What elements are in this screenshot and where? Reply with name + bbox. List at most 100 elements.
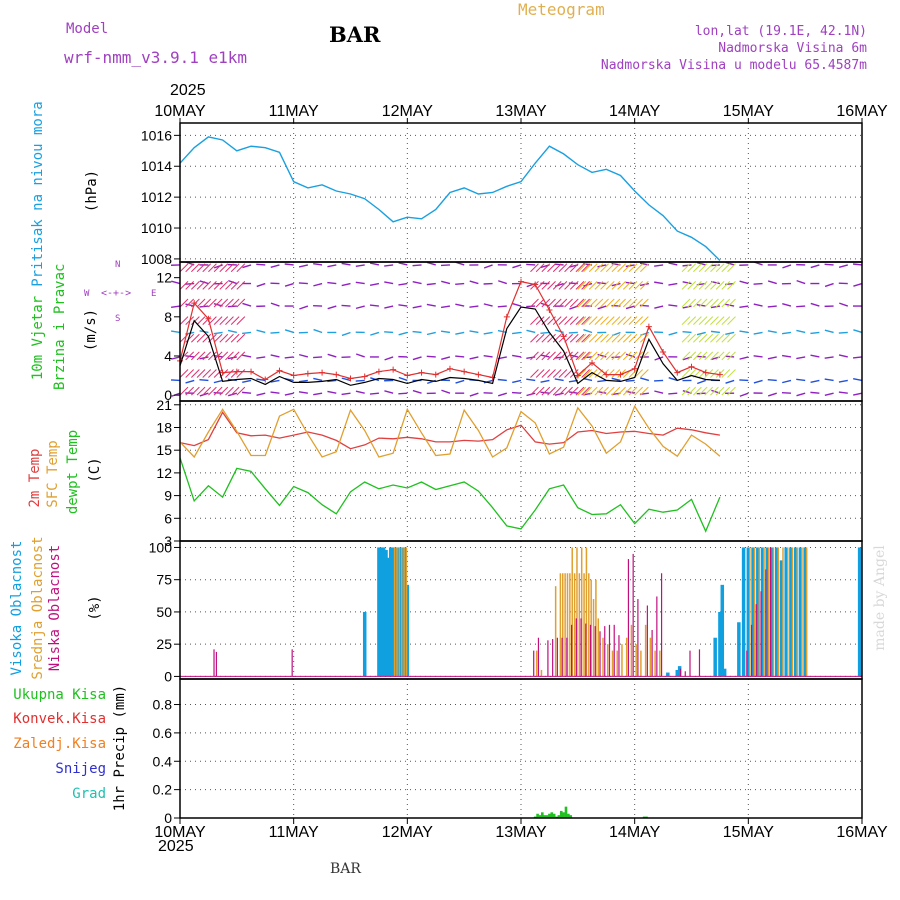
wind-arrow-strong — [639, 281, 649, 290]
wind-arrow-strong — [552, 333, 562, 343]
wind-arrow — [526, 329, 536, 334]
wind-arrow-strong — [704, 316, 714, 326]
wind-arrow-strong — [634, 369, 644, 378]
wind-arrow-strong — [622, 263, 632, 273]
wind-arrow-strong — [681, 298, 691, 308]
wind-arrow — [384, 331, 394, 334]
wind-arrow — [668, 331, 678, 336]
wind-arrow-strong — [191, 369, 200, 378]
wind-arrow — [682, 264, 692, 267]
bar-cloud_high — [746, 547, 751, 677]
legend-graupel: Grad — [72, 786, 106, 802]
year-bottom: 2025 — [158, 838, 194, 855]
wind-arrow — [441, 389, 451, 394]
wind-arrow-strong — [605, 351, 615, 361]
bar-cloud_mid — [580, 547, 583, 677]
wind-arrow — [810, 354, 820, 358]
bar-cloud_low — [585, 623, 587, 677]
wind-arrow — [455, 355, 465, 358]
wind-arrow-strong — [552, 263, 562, 273]
wind-arrow — [341, 377, 351, 382]
wind-arrow — [369, 262, 380, 266]
bar-cloud_mid — [583, 573, 585, 677]
wind-arrow-strong — [575, 386, 585, 396]
bar-cloud_low — [533, 650, 535, 677]
wind-arrow-strong — [715, 263, 725, 273]
wind-arrow-strong — [569, 369, 579, 378]
wind-arrow-strong — [581, 333, 590, 343]
bar-cloud_mid — [611, 650, 614, 677]
wind-arrow — [782, 303, 792, 307]
wind-arrow-strong — [594, 281, 604, 290]
bar-cloud_mid — [768, 547, 770, 677]
bar-precip_total — [543, 815, 546, 818]
wind-arrow-strong — [569, 281, 579, 290]
wind-arrow — [796, 378, 806, 382]
wind-arrow-strong — [569, 333, 579, 343]
x-tick-label-bottom: 11MAY — [269, 824, 319, 841]
wind-arrow — [469, 305, 479, 308]
y-tick-label: 12 — [156, 465, 172, 481]
wind-gust-marker — [617, 371, 624, 378]
wind-arrow — [668, 282, 678, 286]
wind-arrow-strong — [600, 281, 609, 290]
wind-arrow-strong — [552, 298, 562, 308]
wind-gust-marker — [191, 300, 198, 307]
wind-arrow-strong — [558, 369, 568, 378]
wind-arrow-strong — [581, 281, 590, 290]
x-tick-label-bottom: 13MAY — [495, 824, 547, 841]
wind-arrow — [554, 329, 564, 334]
wind-arrow-strong — [179, 316, 189, 326]
wind-arrow-strong — [541, 386, 551, 396]
wind-arrow-strong — [600, 333, 609, 343]
legend-conv-rain: Konvek.Kisa — [13, 711, 106, 727]
bar-cloud_high — [779, 560, 784, 677]
wind-arrow-strong — [577, 386, 587, 396]
wind-arrow-strong — [628, 316, 638, 326]
wind-arrow — [497, 378, 507, 382]
wind-arrow — [469, 280, 479, 285]
wind-gust-marker — [546, 306, 553, 313]
wind-arrow-strong — [236, 333, 246, 343]
wind-arrow-strong — [727, 298, 736, 308]
bar-cloud_mid — [763, 547, 765, 677]
wind-arrow — [426, 355, 436, 358]
wind-arrow — [284, 329, 294, 334]
wind-arrow-strong — [185, 386, 195, 396]
wind-arrow-strong — [179, 386, 189, 396]
wind-arrow-strong — [583, 351, 592, 361]
wind-arrow — [824, 329, 834, 334]
y-tick-label: 15 — [156, 442, 172, 458]
wind-arrow-strong — [721, 369, 731, 378]
wind-gust-marker — [645, 323, 652, 330]
wind-arrow-strong — [530, 386, 539, 396]
bar-cloud_low — [552, 639, 554, 677]
bar-cloud_high — [803, 547, 807, 677]
year-top: 2025 — [170, 82, 206, 99]
wind-arrow-strong — [581, 369, 590, 378]
wind-arrow — [313, 356, 323, 359]
wind-arrow — [256, 329, 266, 334]
bar-precip_total — [569, 815, 573, 818]
wind-arrow-strong — [693, 298, 702, 308]
wind-arrow-strong — [236, 298, 246, 308]
bar-cloud_high — [379, 547, 384, 677]
wind-arrow — [782, 264, 792, 269]
wind-arrow — [242, 354, 252, 358]
y-tick-label: 6 — [164, 510, 172, 526]
wind-arrow-strong — [605, 281, 615, 290]
bar-cloud_mid — [654, 650, 656, 677]
bar-cloud_mid — [649, 637, 652, 677]
y-tick-label: 0 — [164, 668, 172, 684]
wind-arrow — [256, 282, 266, 288]
wind-arrow-strong — [236, 386, 246, 396]
bar-cloud_mid — [566, 573, 569, 677]
bar-cloud_high — [722, 668, 727, 677]
wind-arrow — [213, 264, 223, 269]
wind-gust-marker — [475, 371, 482, 378]
wind-arrow-strong — [727, 369, 736, 378]
wind-arrow-strong — [628, 351, 638, 361]
wind-arrow — [398, 282, 408, 286]
wind-arrow-strong — [179, 369, 189, 378]
wind-arrow-strong — [196, 333, 206, 343]
